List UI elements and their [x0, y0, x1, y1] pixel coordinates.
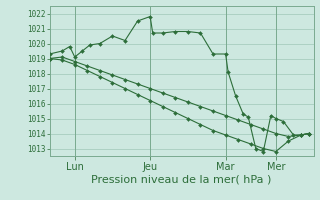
X-axis label: Pression niveau de la mer( hPa ): Pression niveau de la mer( hPa ) [92, 174, 272, 184]
